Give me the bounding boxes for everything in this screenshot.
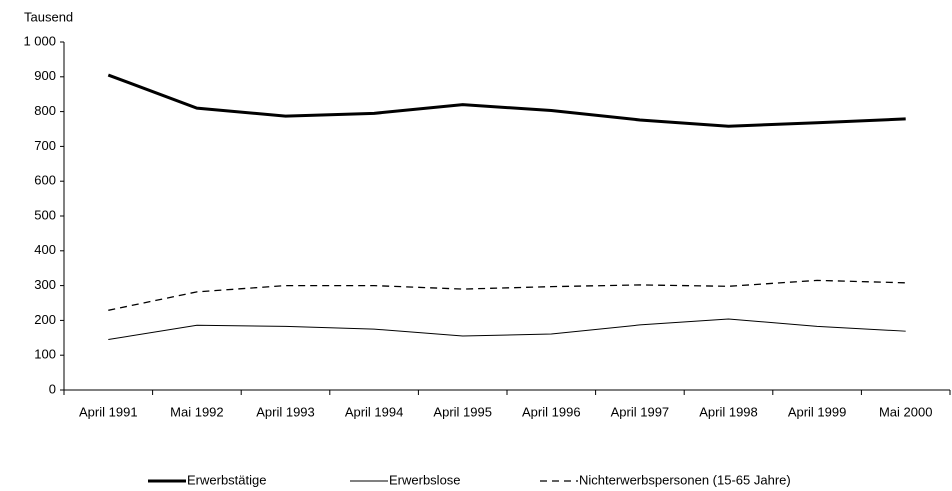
series-line (108, 279, 906, 311)
x-tick-label: April 1999 (788, 404, 847, 419)
y-axis-label: Tausend (24, 9, 73, 24)
y-tick-label: 500 (34, 207, 56, 222)
y-tick-label: 100 (34, 347, 56, 362)
legend-label: Nichterwerbspersonen (15-65 Jahre) (579, 472, 791, 487)
x-tick-label: Mai 2000 (879, 404, 932, 419)
x-tick-label: April 1998 (699, 404, 758, 419)
y-tick-label: 700 (34, 138, 56, 153)
y-tick-label: 200 (34, 312, 56, 327)
x-tick-label: April 1991 (79, 404, 138, 419)
y-tick-label: 800 (34, 103, 56, 118)
y-tick-label: 0 (49, 381, 56, 396)
x-tick-label: April 1993 (256, 404, 315, 419)
x-tick-label: April 1995 (433, 404, 492, 419)
legend-label: Erwerbslose (389, 472, 461, 487)
x-tick-label: April 1994 (345, 404, 404, 419)
series-line (107, 73, 906, 128)
y-tick-label: 900 (34, 68, 56, 83)
x-tick-label: April 1997 (611, 404, 670, 419)
x-tick-label: Mai 1992 (170, 404, 223, 419)
y-tick-label: 1 000 (23, 33, 56, 48)
series-line (108, 318, 906, 341)
legend-label: Erwerbstätige (187, 472, 266, 487)
y-tick-label: 300 (34, 277, 56, 292)
x-tick-label: April 1996 (522, 404, 581, 419)
y-tick-label: 600 (34, 173, 56, 188)
y-tick-label: 400 (34, 242, 56, 257)
